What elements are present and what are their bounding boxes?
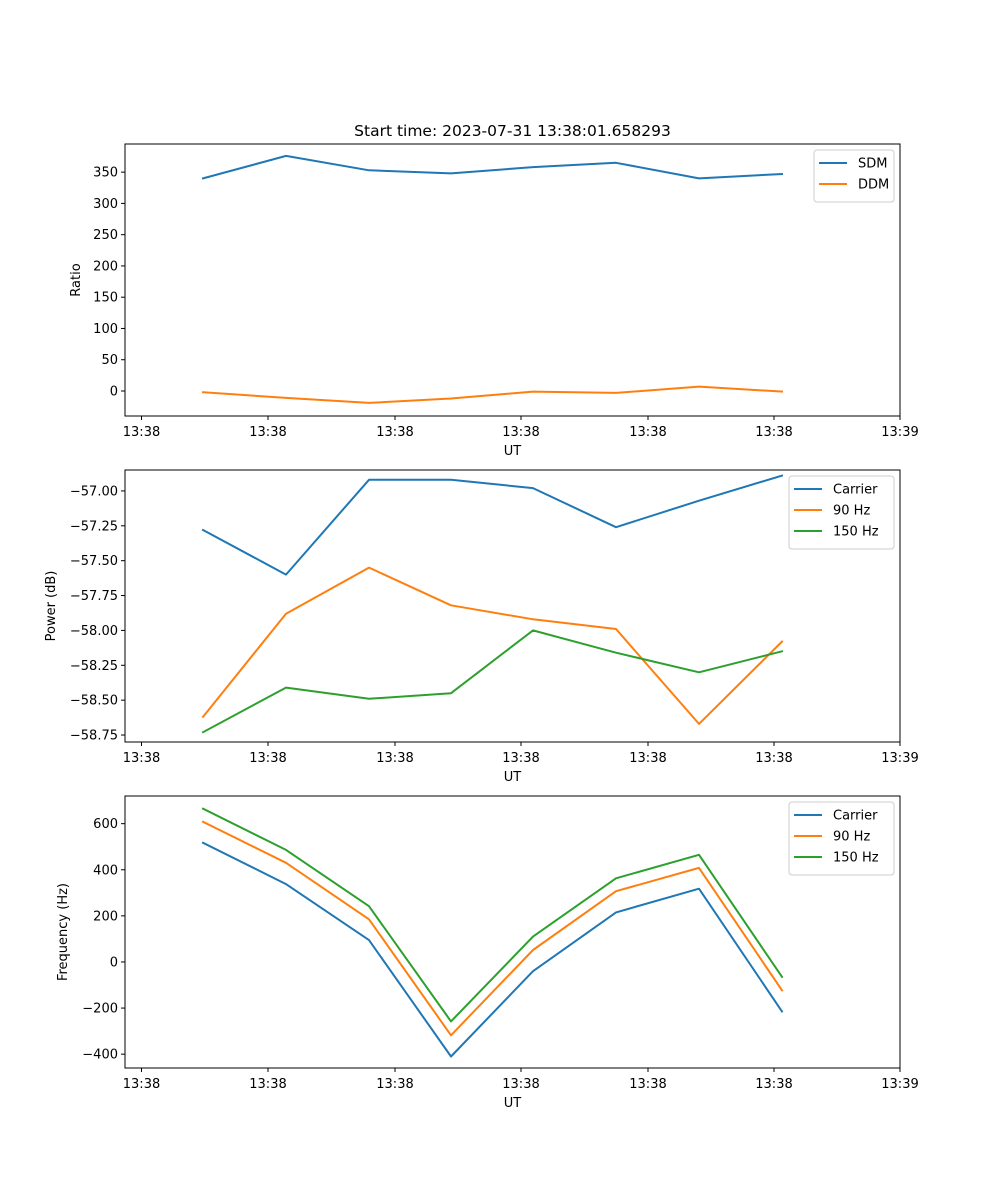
plot-area-frame [124, 143, 901, 417]
y-tick-label: −57.50 [70, 554, 118, 569]
x-tick-label: 13:38 [376, 425, 413, 440]
y-tick-label: 0 [110, 955, 118, 970]
y-axis-label: Frequency (Hz) [56, 883, 71, 981]
x-tick-label: 13:38 [123, 751, 160, 766]
y-tick-label: −57.75 [70, 589, 118, 604]
x-axis-label: UT [504, 770, 522, 785]
x-axis-label: UT [504, 444, 522, 459]
series-line-150-hz [201, 629, 784, 734]
y-tick-label: 150 [93, 291, 118, 306]
x-tick-label: 13:38 [249, 1077, 286, 1092]
legend-label: SDM [858, 157, 887, 172]
x-tick-label: 13:39 [881, 425, 918, 440]
x-tick-label: 13:38 [629, 425, 666, 440]
y-tick-label: −58.50 [70, 694, 118, 709]
y-axis-label: Ratio [69, 263, 84, 296]
subplot-3: −400 −200 0 200 400 600 13:38 13:38 13:38 13:38 13… [56, 795, 919, 1111]
subplots: Start time: 2023-07-31 13:38:01.658293 0 5… [44, 122, 919, 1111]
legend: SDM DDM [813, 149, 895, 203]
x-tick-label: 13:38 [755, 751, 792, 766]
y-tick-label: 250 [93, 228, 118, 243]
x-tick-label: 13:38 [502, 1077, 539, 1092]
y-tick-label: 400 [93, 863, 118, 878]
legend-label: Carrier [833, 483, 878, 498]
x-tick-label: 13:38 [629, 751, 666, 766]
series-line-90-hz [201, 820, 784, 1037]
x-tick-label: 13:38 [376, 751, 413, 766]
x-tick-label: 13:38 [249, 751, 286, 766]
plot-area-frame [124, 469, 901, 743]
y-tick-label: 200 [93, 909, 118, 924]
x-axis-label: UT [504, 1096, 522, 1111]
y-tick-label: 100 [93, 322, 118, 337]
series-line-90-hz [201, 566, 784, 725]
x-tick-label: 13:38 [123, 425, 160, 440]
subplot-1: Start time: 2023-07-31 13:38:01.658293 0 5… [69, 122, 919, 459]
x-tick-label: 13:38 [502, 425, 539, 440]
y-tick-label: 300 [93, 197, 118, 212]
legend-label: 150 Hz [833, 525, 879, 540]
y-tick-label: −400 [82, 1048, 118, 1063]
y-axis-label: Power (dB) [44, 571, 59, 642]
y-tick-label: −57.00 [70, 484, 118, 499]
y-tick-label: 0 [110, 384, 118, 399]
y-tick-label: 200 [93, 259, 118, 274]
x-tick-label: 13:38 [376, 1077, 413, 1092]
y-tick-label: −200 [82, 1002, 118, 1017]
series-line-sdm [201, 154, 784, 180]
x-tick-label: 13:39 [881, 751, 918, 766]
y-tick-label: −57.25 [70, 519, 118, 534]
subplot-2: −58.75 −58.50 −58.25 −58.00 −57.75 −57.50 −57.… [44, 469, 919, 785]
y-tick-label: −58.25 [70, 659, 118, 674]
y-tick-label: 50 [101, 353, 118, 368]
legend-label: 150 Hz [833, 851, 879, 866]
y-tick-label: 350 [93, 166, 118, 181]
y-tick-label: −58.00 [70, 624, 118, 639]
series-line-150-hz [201, 807, 784, 1023]
series-line-carrier [201, 841, 784, 1058]
x-tick-label: 13:38 [123, 1077, 160, 1092]
series-line-ddm [201, 385, 784, 404]
series-line-carrier [201, 474, 784, 576]
legend-label: 90 Hz [833, 830, 870, 845]
x-tick-label: 13:38 [502, 751, 539, 766]
x-tick-label: 13:38 [755, 425, 792, 440]
x-tick-label: 13:38 [629, 1077, 666, 1092]
legend-label: 90 Hz [833, 504, 870, 519]
legend-label: DDM [858, 178, 889, 193]
y-tick-label: 600 [93, 817, 118, 832]
legend: Carrier 90 Hz 150 Hz [788, 475, 895, 550]
legend: Carrier 90 Hz 150 Hz [788, 801, 895, 876]
chart-title: Start time: 2023-07-31 13:38:01.658293 [354, 122, 671, 140]
x-tick-label: 13:39 [881, 1077, 918, 1092]
x-tick-label: 13:38 [249, 425, 286, 440]
plot-area-frame [124, 795, 901, 1069]
x-tick-label: 13:38 [755, 1077, 792, 1092]
legend-label: Carrier [833, 809, 878, 824]
y-tick-label: −58.75 [70, 729, 118, 744]
